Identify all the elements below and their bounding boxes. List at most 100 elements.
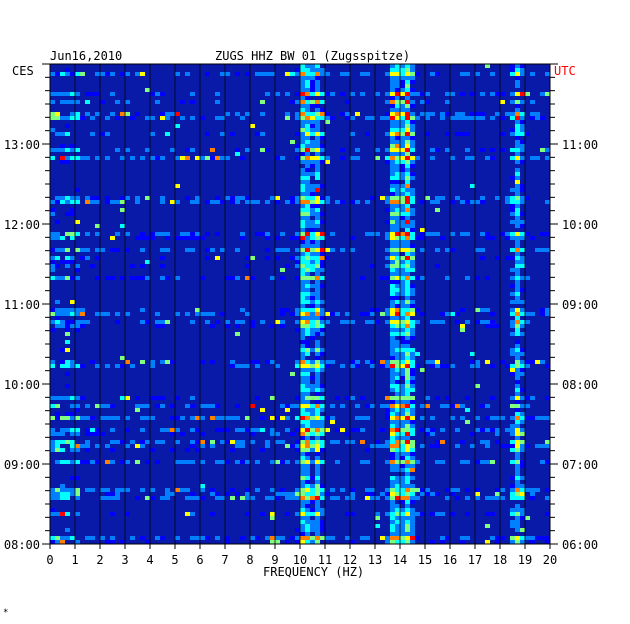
heatmap-cell [275, 320, 280, 324]
heatmap-cell [515, 444, 520, 448]
heatmap-cell [225, 416, 230, 420]
heatmap-cell [50, 440, 55, 444]
heatmap-cell [305, 248, 310, 252]
heatmap-cell [380, 276, 385, 280]
heatmap-cell [240, 428, 245, 432]
heatmap-cell [215, 320, 220, 324]
heatmap-cell [175, 72, 180, 76]
heatmap-cell [125, 312, 130, 316]
heatmap-cell [70, 200, 75, 204]
heatmap-cell [480, 404, 485, 408]
heatmap-cell [510, 188, 515, 192]
heatmap-cell [390, 532, 395, 536]
heatmap-cell [365, 132, 370, 136]
heatmap-cell [410, 128, 415, 132]
heatmap-cell [295, 488, 300, 492]
heatmap-cell [305, 236, 310, 240]
heatmap-cell [520, 100, 525, 104]
heatmap-cell [165, 320, 170, 324]
heatmap-cell [315, 128, 320, 132]
heatmap-cell [405, 488, 410, 492]
heatmap-cell [395, 384, 400, 388]
heatmap-cell [425, 492, 430, 496]
heatmap-cell [310, 420, 315, 424]
heatmap-cell [350, 248, 355, 252]
utc-time-tick-label: 07:00 [562, 458, 598, 472]
heatmap-cell [290, 432, 295, 436]
heatmap-cell [395, 484, 400, 488]
heatmap-cell [80, 308, 85, 312]
heatmap-cell [175, 488, 180, 492]
heatmap-cell [420, 112, 425, 116]
heatmap-cell [410, 372, 415, 376]
heatmap-cell [315, 264, 320, 268]
heatmap-cell [320, 92, 325, 96]
heatmap-cell [530, 492, 535, 496]
heatmap-cell [325, 196, 330, 200]
heatmap-cell [420, 100, 425, 104]
heatmap-cell [395, 420, 400, 424]
heatmap-cell [540, 116, 545, 120]
heatmap-cell [410, 200, 415, 204]
heatmap-cell [370, 404, 375, 408]
heatmap-cell [280, 156, 285, 160]
heatmap-cell [155, 320, 160, 324]
heatmap-cell [120, 356, 125, 360]
heatmap-cell [400, 396, 405, 400]
heatmap-cell [145, 260, 150, 264]
heatmap-cell [345, 320, 350, 324]
heatmap-cell [85, 428, 90, 432]
heatmap-cell [275, 200, 280, 204]
heatmap-cell [405, 392, 410, 396]
utc-time-tick-label: 06:00 [562, 538, 598, 552]
heatmap-cell [270, 460, 275, 464]
heatmap-cell [90, 196, 95, 200]
heatmap-cell [310, 212, 315, 216]
heatmap-cell [410, 220, 415, 224]
heatmap-cell [475, 200, 480, 204]
heatmap-cell [140, 276, 145, 280]
heatmap-cell [300, 104, 305, 108]
heatmap-cell [90, 92, 95, 96]
heatmap-cell [365, 404, 370, 408]
heatmap-cell [485, 428, 490, 432]
heatmap-cell [60, 132, 65, 136]
heatmap-cell [75, 148, 80, 152]
heatmap-cell [475, 112, 480, 116]
heatmap-cell [320, 440, 325, 444]
heatmap-cell [120, 276, 125, 280]
heatmap-cell [310, 540, 315, 544]
heatmap-cell [425, 428, 430, 432]
heatmap-cell [225, 428, 230, 432]
heatmap-cell [160, 428, 165, 432]
heatmap-cell [395, 120, 400, 124]
heatmap-cell [115, 364, 120, 368]
heatmap-cell [405, 96, 410, 100]
heatmap-cell [390, 488, 395, 492]
heatmap-cell [410, 300, 415, 304]
heatmap-cell [295, 256, 300, 260]
heatmap-cell [390, 388, 395, 392]
heatmap-cell [515, 176, 520, 180]
heatmap-cell [405, 320, 410, 324]
heatmap-cell [510, 268, 515, 272]
heatmap-cell [260, 512, 265, 516]
heatmap-cell [50, 260, 55, 264]
heatmap-cell [300, 392, 305, 396]
heatmap-cell [115, 492, 120, 496]
date-label: Jun16,2010 [50, 49, 122, 63]
heatmap-cell [310, 164, 315, 168]
heatmap-cell [315, 64, 320, 68]
heatmap-cell [395, 332, 400, 336]
heatmap-cell [300, 476, 305, 480]
heatmap-cell [525, 132, 530, 136]
heatmap-cell [445, 112, 450, 116]
heatmap-cell [365, 492, 370, 496]
heatmap-cell [345, 116, 350, 120]
heatmap-cell [60, 276, 65, 280]
heatmap-cell [410, 404, 415, 408]
heatmap-cell [505, 256, 510, 260]
heatmap-cell [250, 440, 255, 444]
heatmap-cell [435, 320, 440, 324]
heatmap-cell [375, 516, 380, 520]
